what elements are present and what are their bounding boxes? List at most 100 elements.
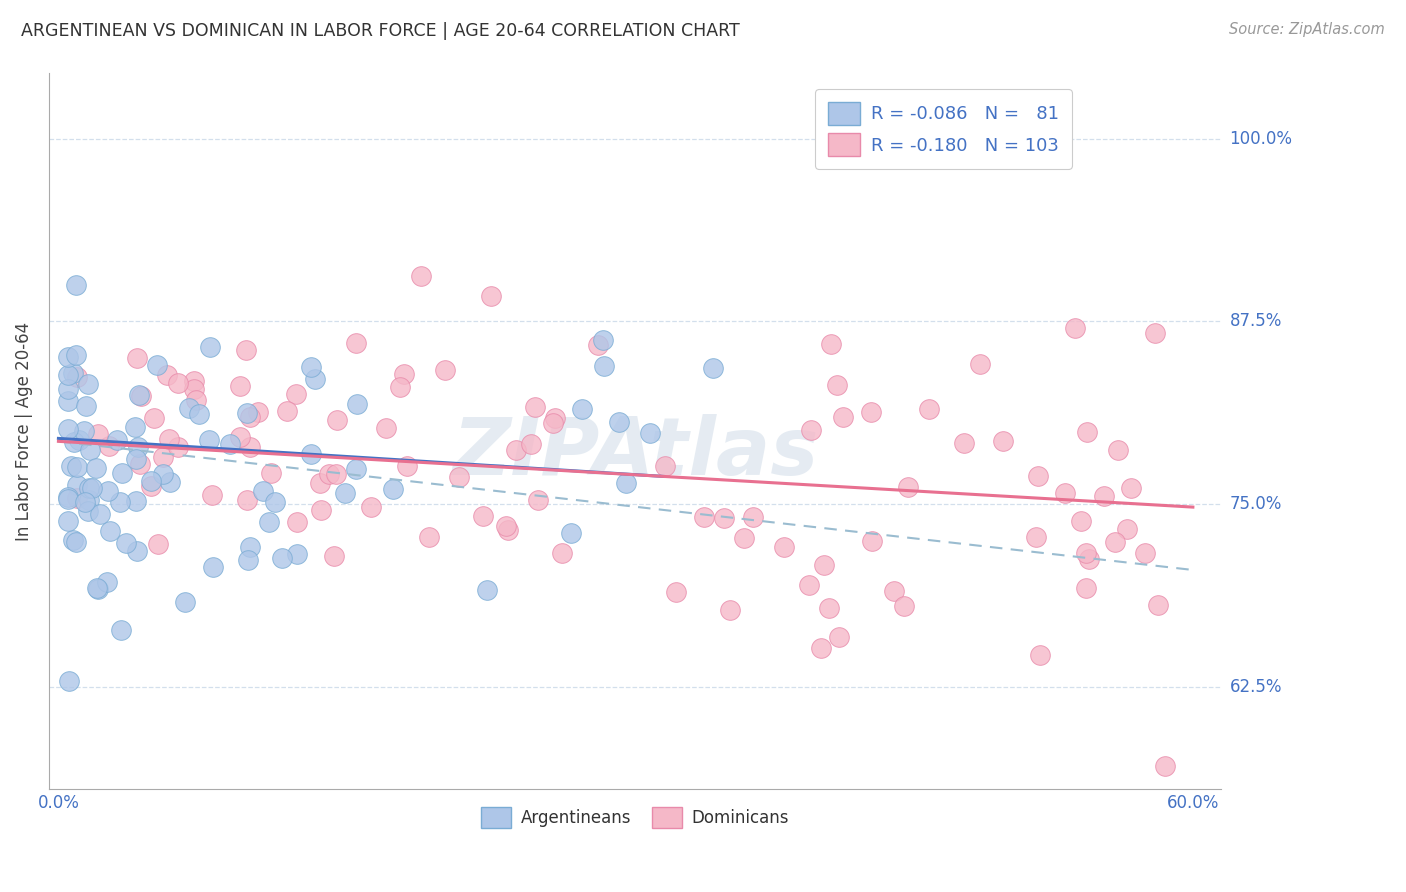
Point [1074,546,1097,560]
Point [527,493,550,508]
Point [179,401,201,415]
Point [388,380,411,394]
Point [105,433,128,447]
Point [1144,326,1167,341]
Point [1153,759,1175,773]
Point [496,523,519,537]
Point [718,603,741,617]
Point [200,340,222,354]
Point [344,335,367,350]
Point [108,495,131,509]
Text: ARGENTINEAN VS DOMINICAN IN LABOR FORCE | AGE 20-64 CORRELATION CHART: ARGENTINEAN VS DOMINICAN IN LABOR FORCE … [21,22,740,40]
Point [56,490,79,504]
Point [1078,551,1101,566]
Point [571,401,593,416]
Point [79,481,101,495]
Point [139,474,162,488]
Point [97,484,120,499]
Point [304,372,326,386]
Point [76,503,98,517]
Text: 87.5%: 87.5% [1230,312,1282,330]
Point [433,363,456,377]
Point [813,558,835,572]
Point [98,524,121,538]
Point [883,584,905,599]
Point [60,459,83,474]
Point [87,427,110,442]
Point [229,378,252,392]
Point [733,531,755,545]
Point [560,525,582,540]
Point [654,458,676,473]
Point [73,424,96,438]
Point [128,457,150,471]
Point [56,514,79,528]
Point [125,493,148,508]
Point [346,397,368,411]
Point [394,367,416,381]
Point [592,333,614,347]
Point [1107,442,1129,457]
Point [520,437,543,451]
Point [98,439,121,453]
Point [495,519,517,533]
Point [84,461,107,475]
Point [239,440,262,454]
Point [309,476,332,491]
Text: 62.5%: 62.5% [1230,678,1282,696]
Point [236,406,259,420]
Point [67,434,90,448]
Point [825,377,848,392]
Point [772,540,794,554]
Point [236,492,259,507]
Text: ZIPAtlas: ZIPAtlas [451,414,818,491]
Point [125,452,148,467]
Point [1025,530,1047,544]
Point [543,416,565,430]
Point [411,269,433,284]
Point [87,582,110,596]
Point [56,368,79,382]
Point [1070,514,1092,528]
Point [114,536,136,550]
Point [260,466,283,480]
Point [239,409,262,424]
Point [860,405,883,419]
Point [828,630,851,644]
Point [239,541,262,555]
Point [111,466,134,480]
Point [56,383,79,397]
Point [129,388,152,402]
Point [65,534,87,549]
Point [285,387,308,401]
Point [1119,481,1142,495]
Point [79,492,101,507]
Point [156,368,179,383]
Point [257,515,280,529]
Point [143,411,166,425]
Point [125,544,148,558]
Point [817,601,839,615]
Point [184,393,207,408]
Point [418,530,440,544]
Point [607,415,630,429]
Point [128,388,150,402]
Text: 100.0%: 100.0% [1230,129,1292,148]
Point [471,508,494,523]
Point [810,641,832,656]
Point [56,393,79,408]
Point [505,443,527,458]
Point [127,440,149,454]
Point [86,581,108,595]
Point [166,376,188,390]
Point [893,599,915,613]
Point [693,509,716,524]
Point [66,370,89,384]
Point [62,533,84,547]
Point [197,434,219,448]
Point [799,578,821,592]
Point [96,574,118,589]
Point [200,488,222,502]
Point [1147,598,1170,612]
Point [235,343,257,357]
